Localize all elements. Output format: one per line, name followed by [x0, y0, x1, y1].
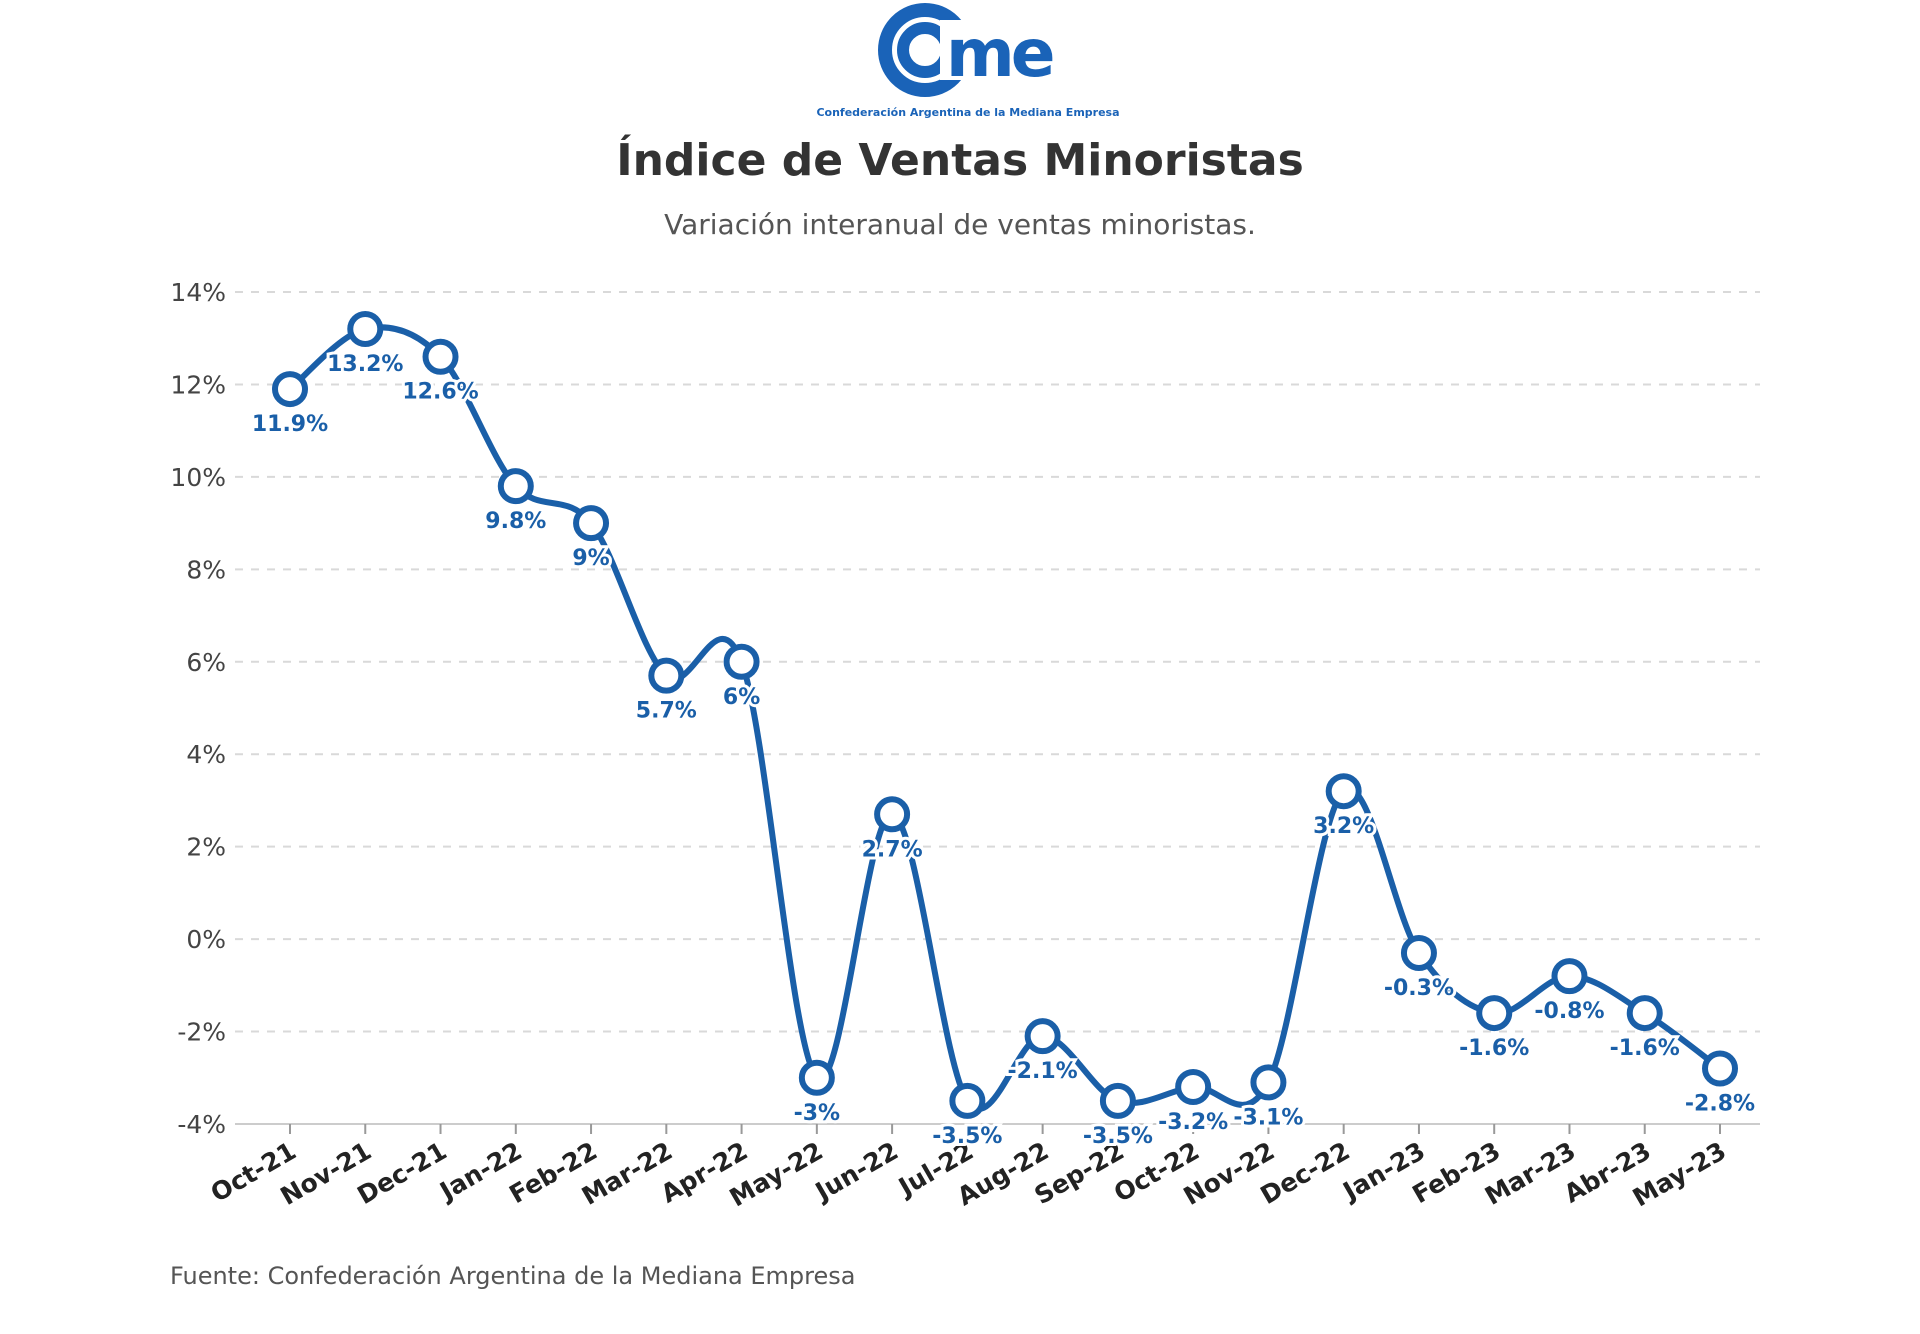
data-point — [723, 643, 760, 680]
data-label: 2.7% — [862, 837, 923, 862]
data-label: -3.2% — [1158, 1110, 1228, 1135]
data-point — [347, 310, 384, 347]
data-label: -1.6% — [1610, 1036, 1680, 1061]
came-logo-mark: me — [878, 3, 1057, 97]
data-label: -3.5% — [932, 1124, 1002, 1149]
y-tick-label: 2% — [186, 833, 226, 862]
data-point — [573, 505, 610, 542]
data-labels: 11.9%13.2%12.6%9.8%9%5.7%6%-3%2.7%-3.5%-… — [249, 349, 1758, 1152]
data-label: 13.2% — [327, 352, 403, 377]
data-label: 6% — [723, 685, 760, 710]
logo-tagline: Confederación Argentina de la Mediana Em… — [816, 106, 1119, 119]
data-point — [497, 468, 534, 505]
data-points — [272, 310, 1738, 1119]
data-label: 5.7% — [636, 699, 697, 724]
y-tick-label: 4% — [186, 740, 226, 769]
chart-subtitle: Variación interanual de ventas minorista… — [664, 208, 1256, 241]
data-point — [1476, 995, 1513, 1032]
data-label: -0.8% — [1534, 999, 1604, 1024]
data-label: -3.5% — [1083, 1124, 1153, 1149]
data-point — [1702, 1050, 1738, 1087]
data-label: -3.1% — [1233, 1105, 1303, 1130]
x-tick-label: Jun-22 — [809, 1136, 903, 1207]
series-line — [287, 324, 1723, 1112]
data-point — [272, 371, 308, 408]
data-label: -2.8% — [1685, 1092, 1755, 1117]
data-label: 3.2% — [1313, 814, 1374, 839]
data-point — [648, 657, 685, 694]
data-point — [949, 1082, 986, 1119]
y-axis-ticks: 14% 12% 10% 8% 6% 4% 2% 0% -2% -4% — [170, 278, 226, 1139]
y-tick-label: 12% — [170, 370, 226, 399]
data-point — [1250, 1064, 1287, 1101]
data-label: 12.6% — [402, 380, 478, 405]
data-point — [422, 338, 459, 375]
came-logo: me Confederación Argentina de la Mediana… — [816, 3, 1120, 119]
source-note: Fuente: Confederación Argentina de la Me… — [170, 1262, 856, 1290]
data-point — [1400, 934, 1437, 971]
data-point — [798, 1059, 835, 1096]
data-label: 11.9% — [252, 412, 328, 437]
data-label: -0.3% — [1384, 976, 1454, 1001]
data-label: -2.1% — [1008, 1059, 1078, 1084]
data-label: 9.8% — [485, 509, 546, 534]
data-point — [1626, 995, 1663, 1032]
data-point — [874, 796, 911, 833]
y-tick-label: 8% — [186, 555, 226, 584]
data-point — [1175, 1069, 1212, 1106]
data-label: 9% — [572, 546, 609, 571]
y-tick-label: 14% — [170, 278, 226, 307]
data-label: -1.6% — [1459, 1036, 1529, 1061]
data-point — [1325, 773, 1362, 810]
y-tick-label: -2% — [177, 1018, 226, 1047]
data-point — [1099, 1082, 1136, 1119]
data-point — [1551, 958, 1588, 995]
chart-title: Índice de Ventas Minoristas — [616, 135, 1304, 186]
data-label: -3% — [794, 1101, 840, 1126]
y-tick-label: -4% — [177, 1110, 226, 1139]
data-point — [1024, 1018, 1061, 1055]
y-tick-label: 10% — [170, 463, 226, 492]
y-tick-label: 6% — [186, 648, 226, 677]
y-tick-label: 0% — [186, 925, 226, 954]
svg-text:me: me — [946, 15, 1053, 92]
